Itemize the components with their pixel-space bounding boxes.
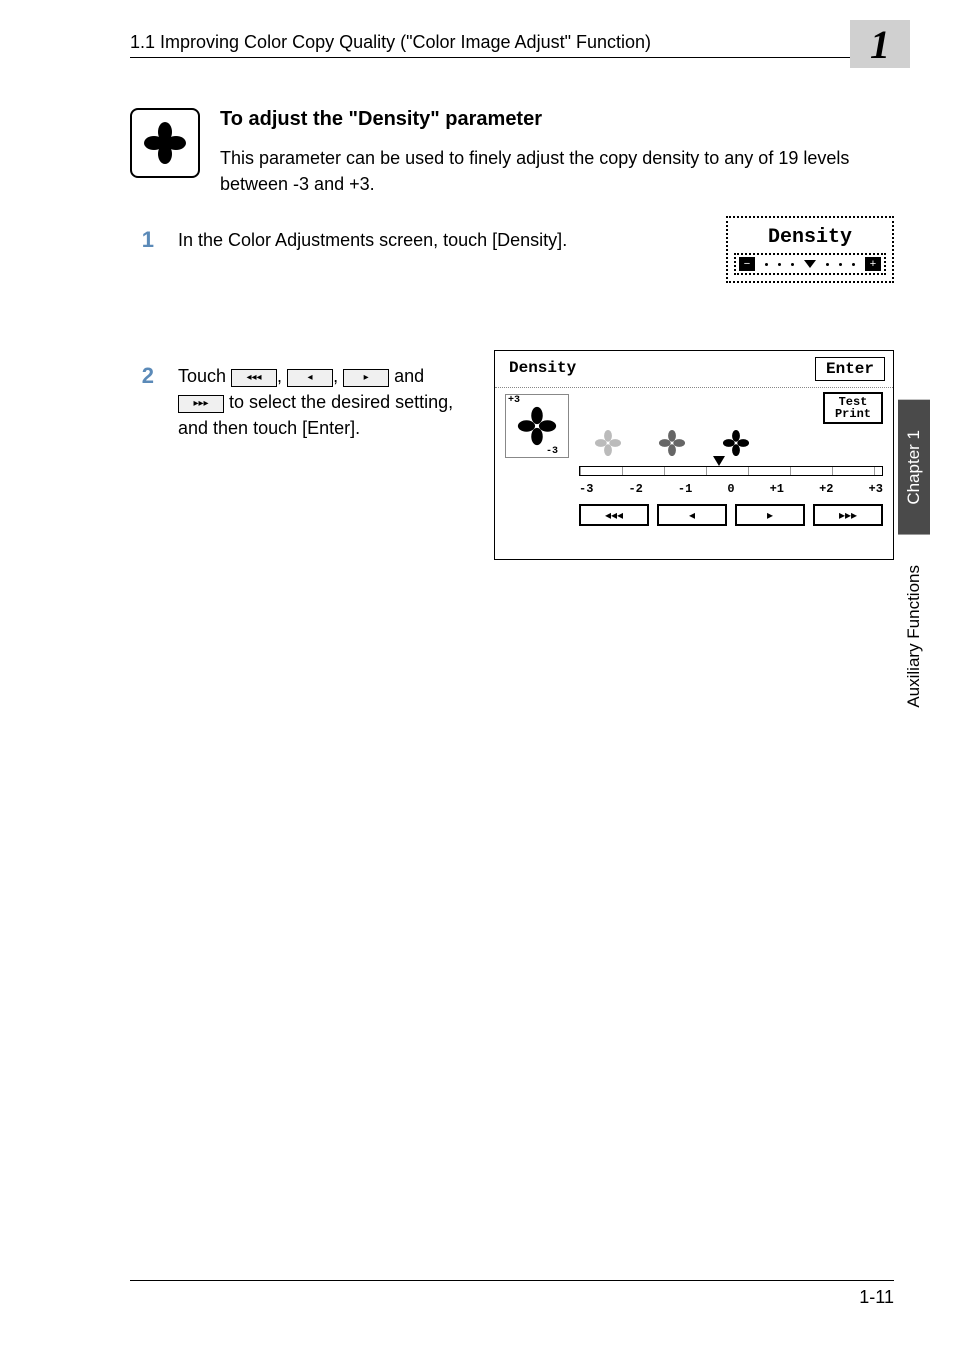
tick: 0	[727, 482, 734, 496]
thumb-label-bot: -3	[546, 446, 558, 457]
right-icon: ▸	[343, 369, 389, 387]
density-dot	[852, 263, 855, 266]
tick: -3	[579, 482, 593, 496]
density-dot	[765, 263, 768, 266]
comma: ,	[277, 366, 287, 386]
density-dot	[778, 263, 781, 266]
section-heading: To adjust the "Density" parameter	[220, 108, 894, 131]
tick: +3	[869, 482, 883, 496]
flower-mid-icon	[657, 428, 687, 458]
tick: +2	[819, 482, 833, 496]
flower-dark-icon	[721, 428, 751, 458]
density-dot	[791, 263, 794, 266]
side-tab-chapter: Chapter 1	[898, 400, 930, 535]
slider-ticks: -3 -2 -1 0 +1 +2 +3	[579, 480, 883, 498]
density-card: Density − +	[726, 216, 894, 283]
step2-mid: and	[394, 366, 424, 386]
tick: -2	[628, 482, 642, 496]
comma: ,	[333, 366, 343, 386]
density-dot	[826, 263, 829, 266]
screen-title: Density	[503, 357, 582, 381]
density-marker-icon	[804, 260, 816, 268]
thumb-label-top: +3	[508, 395, 520, 406]
leaf-icon	[130, 108, 200, 178]
left-button[interactable]: ◂	[657, 504, 727, 526]
step-number-2: 2	[130, 363, 154, 441]
chapter-badge: 1	[850, 20, 910, 68]
tick: -1	[678, 482, 692, 496]
density-card-bar: − +	[734, 253, 886, 275]
density-plus-icon: +	[865, 257, 881, 271]
fast-left-button[interactable]: ◂◂◂	[579, 504, 649, 526]
side-tab-section: Auxiliary Functions	[898, 535, 930, 738]
density-card-title: Density	[734, 224, 886, 253]
page-number: 1-11	[859, 1287, 894, 1307]
preview-thumb: +3 -3	[505, 394, 569, 458]
flower-light-icon	[593, 428, 623, 458]
fast-left-icon: ◂◂◂	[231, 369, 277, 387]
fast-right-icon: ▸▸▸	[178, 395, 224, 413]
test-print-button[interactable]: Test Print	[823, 392, 883, 424]
header-title: 1.1 Improving Color Copy Quality ("Color…	[130, 32, 651, 53]
density-screen-panel: Density Enter +3 -3 Test Print	[494, 350, 894, 560]
step-number-1: 1	[130, 227, 154, 253]
density-dot	[839, 263, 842, 266]
tick: +1	[770, 482, 784, 496]
flower-samples	[593, 428, 883, 458]
step2-pre: Touch	[178, 366, 231, 386]
step-2-text: Touch ◂◂◂, ◂, ▸ and ▸▸▸ to select the de…	[178, 363, 458, 441]
fast-right-button[interactable]: ▸▸▸	[813, 504, 883, 526]
test-print-l2: Print	[835, 408, 871, 420]
section-body: This parameter can be used to finely adj…	[220, 145, 894, 197]
enter-button[interactable]: Enter	[815, 357, 885, 381]
density-minus-icon: −	[739, 257, 755, 271]
left-icon: ◂	[287, 369, 333, 387]
slider-bar[interactable]	[579, 466, 883, 476]
chapter-badge-number: 1	[870, 21, 890, 68]
right-button[interactable]: ▸	[735, 504, 805, 526]
slider-pointer-icon	[713, 456, 725, 466]
